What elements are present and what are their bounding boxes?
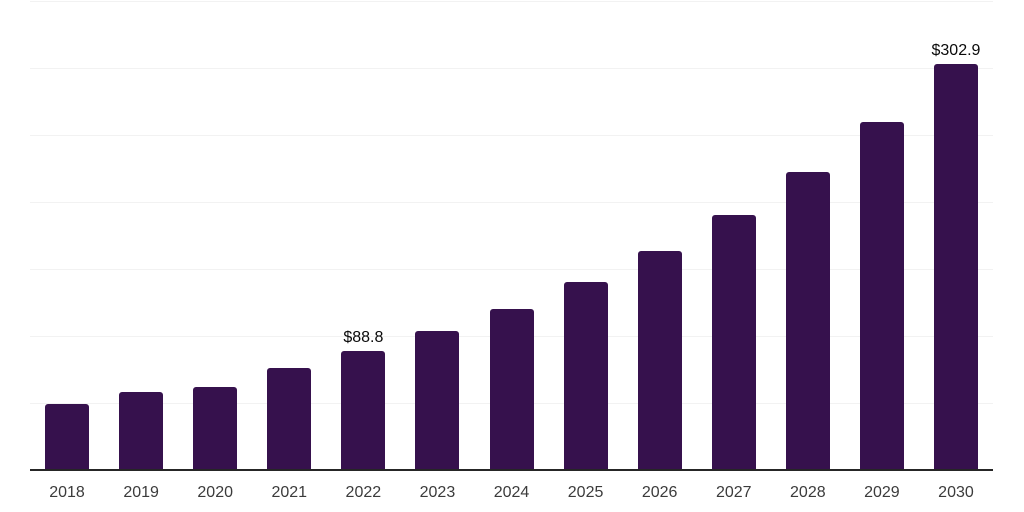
x-tick-2018: 2018 — [49, 484, 85, 501]
bar-column-2020 — [178, 1, 252, 470]
bar-column-2022: $88.8 — [326, 1, 400, 470]
plot-area: $88.8 $302.9 — [30, 1, 993, 471]
bar-column-2025 — [549, 1, 623, 470]
x-tick-2021: 2021 — [271, 484, 308, 501]
bar-2020 — [193, 387, 238, 470]
x-tick-2030: 2030 — [938, 484, 974, 501]
bar-2026 — [637, 251, 682, 470]
bar-2018 — [45, 403, 90, 470]
gridline-150 — [30, 269, 993, 270]
bar-column-2023 — [400, 1, 474, 470]
gridline-350 — [30, 1, 993, 2]
bar-column-2029 — [845, 1, 919, 470]
bar-2027 — [711, 215, 756, 470]
bar-column-2018 — [30, 1, 104, 470]
x-tick-2020: 2020 — [197, 484, 233, 501]
bar-column-2030: $302.9 — [919, 1, 993, 470]
gridline-200 — [30, 202, 993, 203]
bar-2028 — [785, 172, 830, 470]
bar-column-2027 — [697, 1, 771, 470]
x-tick-2022: 2022 — [345, 484, 382, 501]
value-label-2022: $88.8 — [343, 329, 384, 347]
value-label-2030: $302.9 — [931, 42, 981, 60]
bar-2022 — [341, 351, 386, 470]
bar-series: $88.8 $302.9 — [30, 1, 993, 470]
bar-2019 — [119, 392, 164, 470]
bar-2030 — [933, 64, 978, 470]
x-tick-2027: 2027 — [715, 484, 752, 501]
x-axis-line — [30, 469, 993, 471]
bar-column-2028 — [771, 1, 845, 470]
x-tick-2026: 2026 — [641, 484, 678, 501]
bar-column-2024 — [474, 1, 548, 470]
gridline-300 — [30, 68, 993, 69]
x-tick-2025: 2025 — [567, 484, 604, 501]
x-tick-2029: 2029 — [864, 484, 900, 501]
bar-2024 — [489, 308, 534, 470]
bar-2023 — [415, 331, 460, 470]
x-tick-2024: 2024 — [493, 484, 530, 501]
bar-column-2026 — [623, 1, 697, 470]
bar-column-2021 — [252, 1, 326, 470]
x-axis-tick-labels: 2018 2019 2020 2021 2022 2023 2024 2025 2026 2027… — [30, 471, 993, 502]
x-tick-2023: 2023 — [419, 484, 456, 501]
gridline-250 — [30, 135, 993, 136]
x-tick-2019: 2019 — [123, 484, 159, 501]
bar-2021 — [267, 367, 312, 470]
x-tick-2028: 2028 — [790, 484, 826, 501]
bar-2029 — [859, 121, 904, 470]
bar-2025 — [563, 282, 608, 470]
bar-column-2019 — [104, 1, 178, 470]
